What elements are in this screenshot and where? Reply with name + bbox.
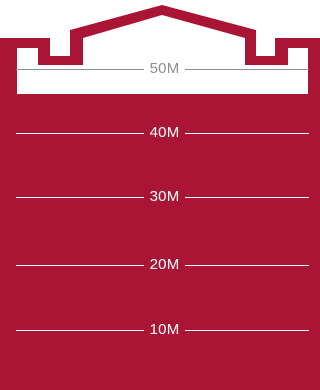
marker-line-right [185, 197, 309, 198]
building-body [0, 5, 320, 390]
height-label: 20M [149, 256, 180, 273]
height-marker-30m: 30M [0, 187, 320, 207]
height-label: 50M [149, 60, 180, 77]
marker-line-left [16, 265, 144, 266]
height-label: 10M [149, 321, 180, 338]
height-marker-10m: 10M [0, 320, 320, 340]
marker-line-left [16, 330, 144, 331]
marker-line-right [185, 330, 309, 331]
marker-line-left [16, 197, 144, 198]
height-marker-40m: 40M [0, 123, 320, 143]
height-marker-20m: 20M [0, 255, 320, 275]
marker-line-left [16, 133, 144, 134]
building-interior [17, 15, 308, 94]
height-marker-50m: 50M [0, 59, 320, 79]
marker-line-right [185, 265, 309, 266]
marker-line-right [185, 69, 309, 70]
marker-line-right [185, 133, 309, 134]
height-label: 30M [149, 188, 180, 205]
height-label: 40M [149, 124, 180, 141]
marker-line-left [16, 69, 144, 70]
